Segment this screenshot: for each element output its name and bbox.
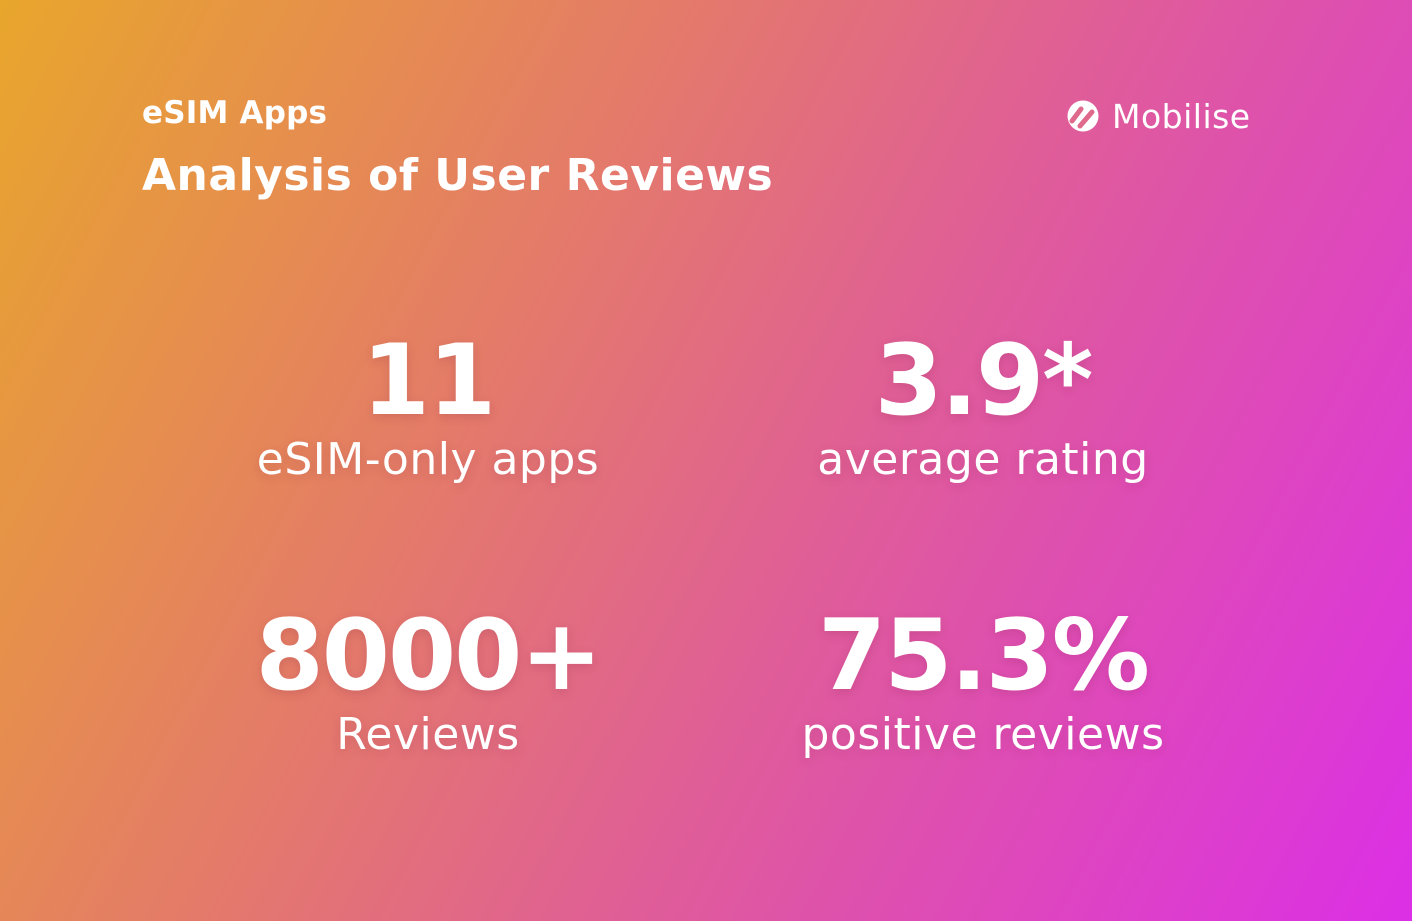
stat-rating: 3.9* average rating (703, 332, 1263, 484)
brand-name: Mobilise (1112, 96, 1251, 136)
stat-apps: 11 eSIM-only apps (148, 332, 708, 484)
stat-value: 8000+ (255, 599, 603, 713)
mobilise-logo-icon (1067, 100, 1099, 132)
subtitle: eSIM Apps (142, 95, 328, 131)
page-title: Analysis of User Reviews (142, 150, 774, 201)
stat-label: eSIM-only apps (256, 434, 600, 485)
stat-positive-reviews: 75.3% positive reviews (703, 607, 1263, 759)
stat-value: 3.9* (874, 324, 1094, 438)
stat-label: positive reviews (801, 709, 1165, 760)
stat-label: average rating (817, 434, 1149, 485)
stat-reviews: 8000+ Reviews (148, 607, 708, 759)
stat-value: 75.3% (818, 599, 1150, 713)
stat-value: 11 (361, 324, 496, 438)
brand-logo: Mobilise (1066, 96, 1251, 136)
stat-label: Reviews (336, 709, 520, 760)
